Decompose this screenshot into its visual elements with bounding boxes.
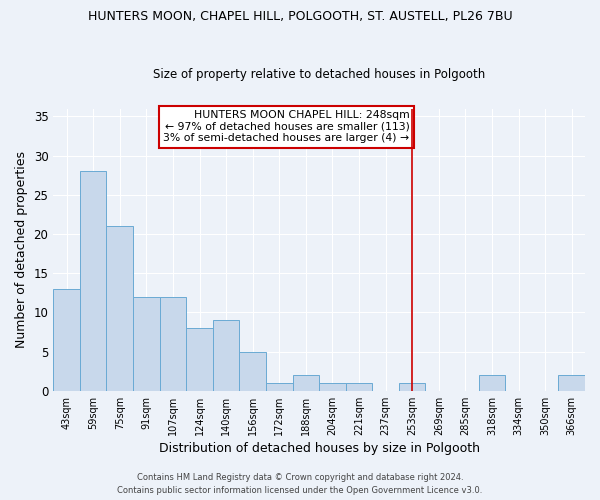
Bar xyxy=(160,296,186,391)
Bar xyxy=(133,296,160,391)
Bar xyxy=(479,375,505,391)
Bar xyxy=(239,352,266,391)
Text: HUNTERS MOON, CHAPEL HILL, POLGOOTH, ST. AUSTELL, PL26 7BU: HUNTERS MOON, CHAPEL HILL, POLGOOTH, ST.… xyxy=(88,10,512,23)
X-axis label: Distribution of detached houses by size in Polgooth: Distribution of detached houses by size … xyxy=(158,442,479,455)
Bar xyxy=(346,383,373,391)
Bar xyxy=(293,375,319,391)
Bar xyxy=(559,375,585,391)
Bar xyxy=(266,383,293,391)
Bar xyxy=(399,383,425,391)
Text: HUNTERS MOON CHAPEL HILL: 248sqm
← 97% of detached houses are smaller (113)
3% o: HUNTERS MOON CHAPEL HILL: 248sqm ← 97% o… xyxy=(163,110,410,144)
Bar xyxy=(319,383,346,391)
Title: Size of property relative to detached houses in Polgooth: Size of property relative to detached ho… xyxy=(153,68,485,81)
Bar xyxy=(213,320,239,391)
Bar xyxy=(106,226,133,391)
Y-axis label: Number of detached properties: Number of detached properties xyxy=(15,151,28,348)
Text: Contains HM Land Registry data © Crown copyright and database right 2024.
Contai: Contains HM Land Registry data © Crown c… xyxy=(118,474,482,495)
Bar xyxy=(186,328,213,391)
Bar xyxy=(80,172,106,391)
Bar xyxy=(53,289,80,391)
